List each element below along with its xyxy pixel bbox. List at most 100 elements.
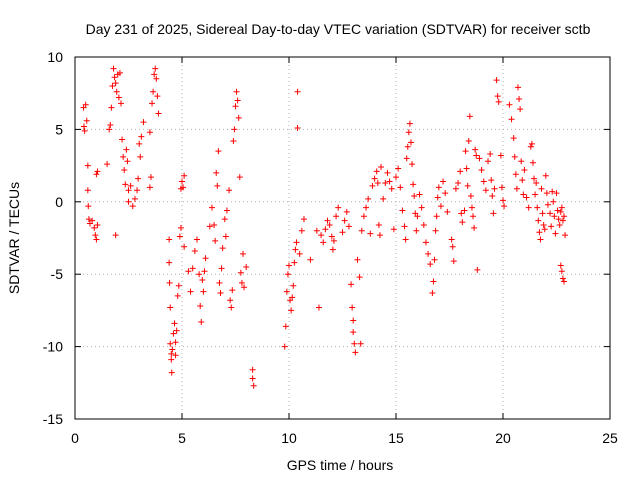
- data-point: [329, 246, 336, 253]
- data-point: [559, 275, 566, 282]
- data-point: [93, 236, 100, 243]
- data-point: [380, 195, 387, 202]
- data-point: [212, 237, 219, 244]
- data-point: [335, 204, 342, 211]
- data-point: [407, 139, 414, 146]
- data-point: [320, 239, 327, 246]
- data-point: [470, 213, 477, 220]
- data-point: [511, 153, 518, 160]
- data-point: [123, 146, 130, 153]
- data-point: [187, 288, 194, 295]
- data-point: [534, 204, 541, 211]
- data-point: [558, 204, 565, 211]
- data-point: [288, 307, 295, 314]
- data-point: [406, 120, 413, 127]
- data-point: [292, 246, 299, 253]
- grid-lines: [75, 57, 610, 419]
- data-point: [238, 279, 245, 286]
- data-point: [375, 221, 382, 228]
- data-point: [108, 104, 115, 111]
- data-point: [172, 339, 179, 346]
- data-point: [498, 184, 505, 191]
- data-point: [487, 151, 494, 158]
- data-point: [208, 204, 215, 211]
- data-point: [136, 140, 143, 147]
- data-point: [84, 187, 91, 194]
- data-point: [369, 182, 376, 189]
- data-point: [282, 323, 289, 330]
- data-point: [197, 303, 204, 310]
- data-point: [167, 340, 174, 347]
- data-point: [467, 193, 474, 200]
- data-point: [315, 304, 322, 311]
- data-point: [437, 203, 444, 210]
- data-point: [127, 182, 134, 189]
- data-point: [221, 216, 228, 223]
- data-point: [521, 166, 528, 173]
- data-point: [124, 158, 131, 165]
- data-point: [168, 369, 175, 376]
- data-point: [393, 174, 399, 181]
- data-point: [518, 158, 525, 165]
- data-point: [528, 140, 535, 147]
- data-point: [167, 304, 174, 311]
- data-point: [420, 221, 427, 228]
- data-point: [558, 268, 565, 275]
- data-point: [151, 71, 158, 78]
- data-point: [510, 135, 517, 142]
- data-point: [465, 137, 472, 144]
- data-point: [345, 223, 352, 230]
- data-point: [414, 213, 421, 220]
- data-point: [150, 88, 157, 95]
- data-point: [413, 227, 420, 234]
- data-point: [494, 93, 501, 100]
- data-point: [444, 208, 451, 215]
- data-point: [120, 153, 127, 160]
- data-point: [286, 262, 292, 269]
- data-point: [435, 184, 442, 191]
- data-point: [174, 292, 181, 299]
- data-point: [118, 100, 125, 107]
- data-point: [176, 233, 183, 240]
- data-point: [557, 208, 564, 215]
- data-point: [559, 217, 566, 224]
- data-point: [166, 279, 173, 286]
- data-point: [326, 221, 333, 228]
- data-point: [298, 227, 305, 234]
- data-point: [535, 217, 542, 224]
- data-point: [138, 133, 145, 140]
- data-point: [525, 204, 532, 211]
- data-point: [125, 198, 132, 205]
- data-point: [384, 169, 391, 176]
- data-point: [333, 213, 340, 220]
- data-point: [432, 227, 439, 234]
- data-point: [473, 152, 480, 159]
- data-point: [196, 271, 203, 278]
- data-point: [307, 256, 314, 263]
- data-point: [450, 258, 457, 265]
- x-tick-labels: 0 5 10 15 20 25: [71, 430, 618, 446]
- data-point: [89, 217, 96, 224]
- data-point: [537, 236, 544, 243]
- data-point: [228, 304, 235, 311]
- data-point: [339, 229, 346, 236]
- data-point: [294, 124, 301, 131]
- data-point: [153, 75, 160, 82]
- data-point: [324, 217, 331, 224]
- data-point: [175, 282, 182, 289]
- data-point: [232, 103, 239, 110]
- x-tick-label: 15: [388, 430, 404, 446]
- data-point: [135, 175, 142, 182]
- data-point: [289, 294, 296, 301]
- data-point: [146, 184, 153, 191]
- data-point: [363, 204, 370, 211]
- plot-frame: [74, 56, 611, 420]
- data-point: [168, 356, 175, 363]
- data-point: [416, 191, 423, 198]
- data-point: [527, 143, 534, 150]
- data-point: [140, 119, 147, 126]
- data-point: [422, 239, 429, 246]
- data-point: [85, 216, 92, 223]
- data-point: [181, 172, 188, 179]
- data-point: [107, 122, 114, 129]
